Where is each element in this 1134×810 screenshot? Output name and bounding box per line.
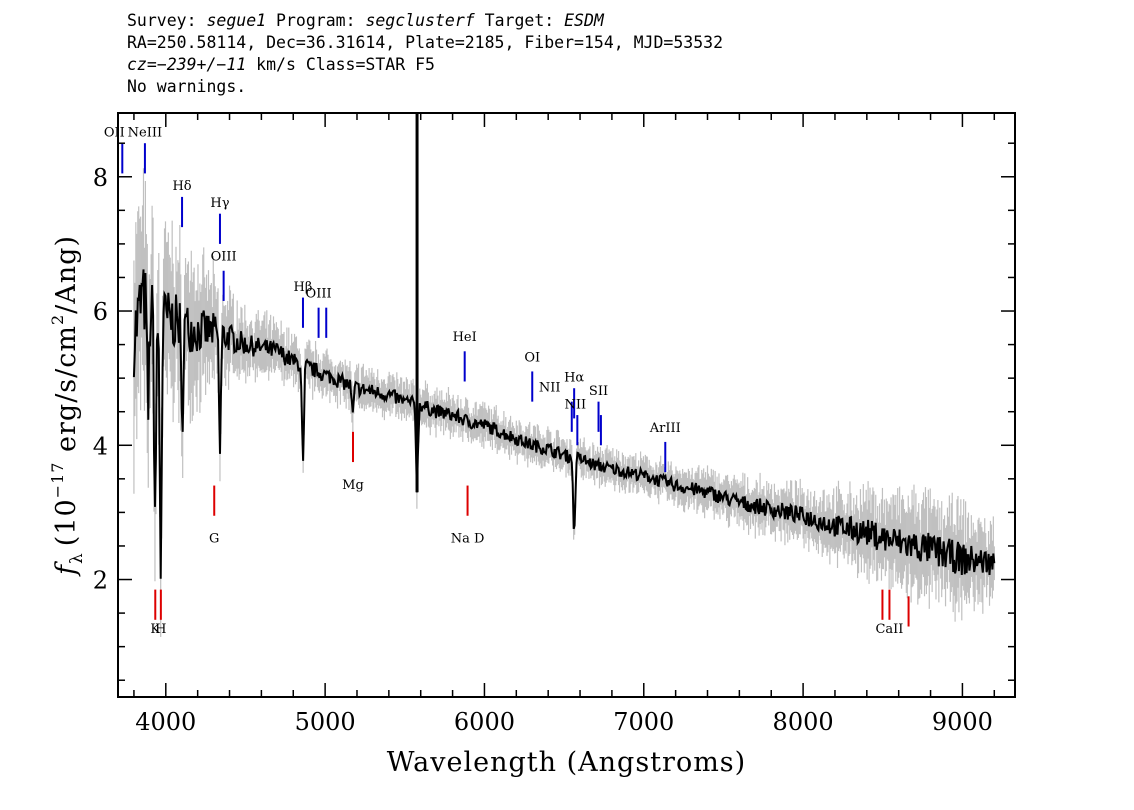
x-tick-label: 8000	[773, 708, 834, 736]
target-value: ESDM	[564, 11, 604, 30]
emission-line-label: NII	[539, 381, 561, 396]
header-line-4: No warnings.	[127, 77, 247, 96]
emission-line-label: OI	[524, 350, 540, 365]
header-line-1: Survey: segue1 Program: segclusterf Targ…	[127, 10, 723, 32]
x-tick-label: 6000	[454, 708, 515, 736]
x-axis-title: Wavelength (Angstroms)	[387, 747, 746, 778]
program-label: Program:	[266, 11, 366, 30]
x-tick-label: 9000	[932, 708, 993, 736]
ylabel-sq: 2	[48, 314, 67, 325]
plot-frame	[117, 112, 1016, 698]
ylabel-exp: −17	[48, 462, 67, 499]
ylabel-lambda: λ	[67, 552, 87, 564]
absorption-line-label: G	[209, 532, 219, 547]
ylabel-open: (10	[51, 498, 82, 546]
x-tick-label: 7000	[613, 708, 674, 736]
target-label: Target:	[474, 11, 565, 30]
emission-line-label: ArIII	[649, 421, 681, 436]
emission-line-label: OII	[104, 125, 125, 140]
ylabel-mid: erg/s/cm	[51, 325, 82, 462]
absorption-line-label: Na D	[451, 532, 485, 547]
emission-line-label: OIII	[306, 287, 332, 302]
ylabel-f: f	[51, 561, 82, 577]
emission-line-label: OIII	[211, 250, 237, 265]
y-tick-label: 8	[93, 164, 108, 192]
y-tick-label: 2	[93, 567, 108, 595]
absorption-line-label: H	[155, 622, 166, 637]
emission-line-label: NII	[565, 397, 587, 412]
emission-line-label: Hδ	[172, 179, 191, 194]
absorption-line-label: K	[150, 622, 160, 637]
survey-value: segue1	[206, 11, 267, 30]
emission-line-label: SII	[589, 384, 608, 399]
y-axis-title: fλ (10−17 erg/s/cm2/Ang)	[48, 235, 87, 577]
cz-value: −239+/−11	[156, 55, 247, 74]
spectrum-header: Survey: segue1 Program: segclusterf Targ…	[127, 10, 723, 98]
emission-line-label: Hα	[564, 371, 584, 386]
axis-ticks: 4000 5000 6000 7000 8000 9000 2 4 6 8	[93, 113, 1015, 736]
survey-label: Survey:	[127, 11, 207, 30]
absorption-line-label: Mg	[342, 478, 364, 493]
header-line-2: RA=250.58114, Dec=36.31614, Plate=2185, …	[127, 33, 724, 52]
x-tick-label: 5000	[295, 708, 356, 736]
flux-layer	[132, 113, 996, 579]
flux-line	[132, 269, 996, 579]
emission-line-label: HeI	[453, 330, 477, 345]
emission-line-label: Hγ	[210, 196, 229, 211]
absorption-line-label: CaII	[875, 622, 903, 637]
y-tick-label: 6	[93, 298, 108, 326]
y-tick-label: 4	[93, 432, 108, 460]
ylabel-close: /Ang)	[51, 235, 82, 314]
cz-label: cz=	[127, 55, 157, 74]
x-tick-label: 4000	[135, 708, 196, 736]
emission-line-label: NeIII	[128, 125, 162, 140]
header-line-3: cz=−239+/−11 km/s Class=STAR F5	[127, 54, 723, 76]
emission-line-label: Hβ	[294, 280, 313, 295]
program-value: segclusterf	[365, 11, 475, 30]
class-text: km/s Class=STAR F5	[246, 55, 435, 74]
spectral-lines: OII NeIIIHδHγOIIIHβOIIIHeIOINIIHαNIISIIAr…	[104, 125, 910, 637]
